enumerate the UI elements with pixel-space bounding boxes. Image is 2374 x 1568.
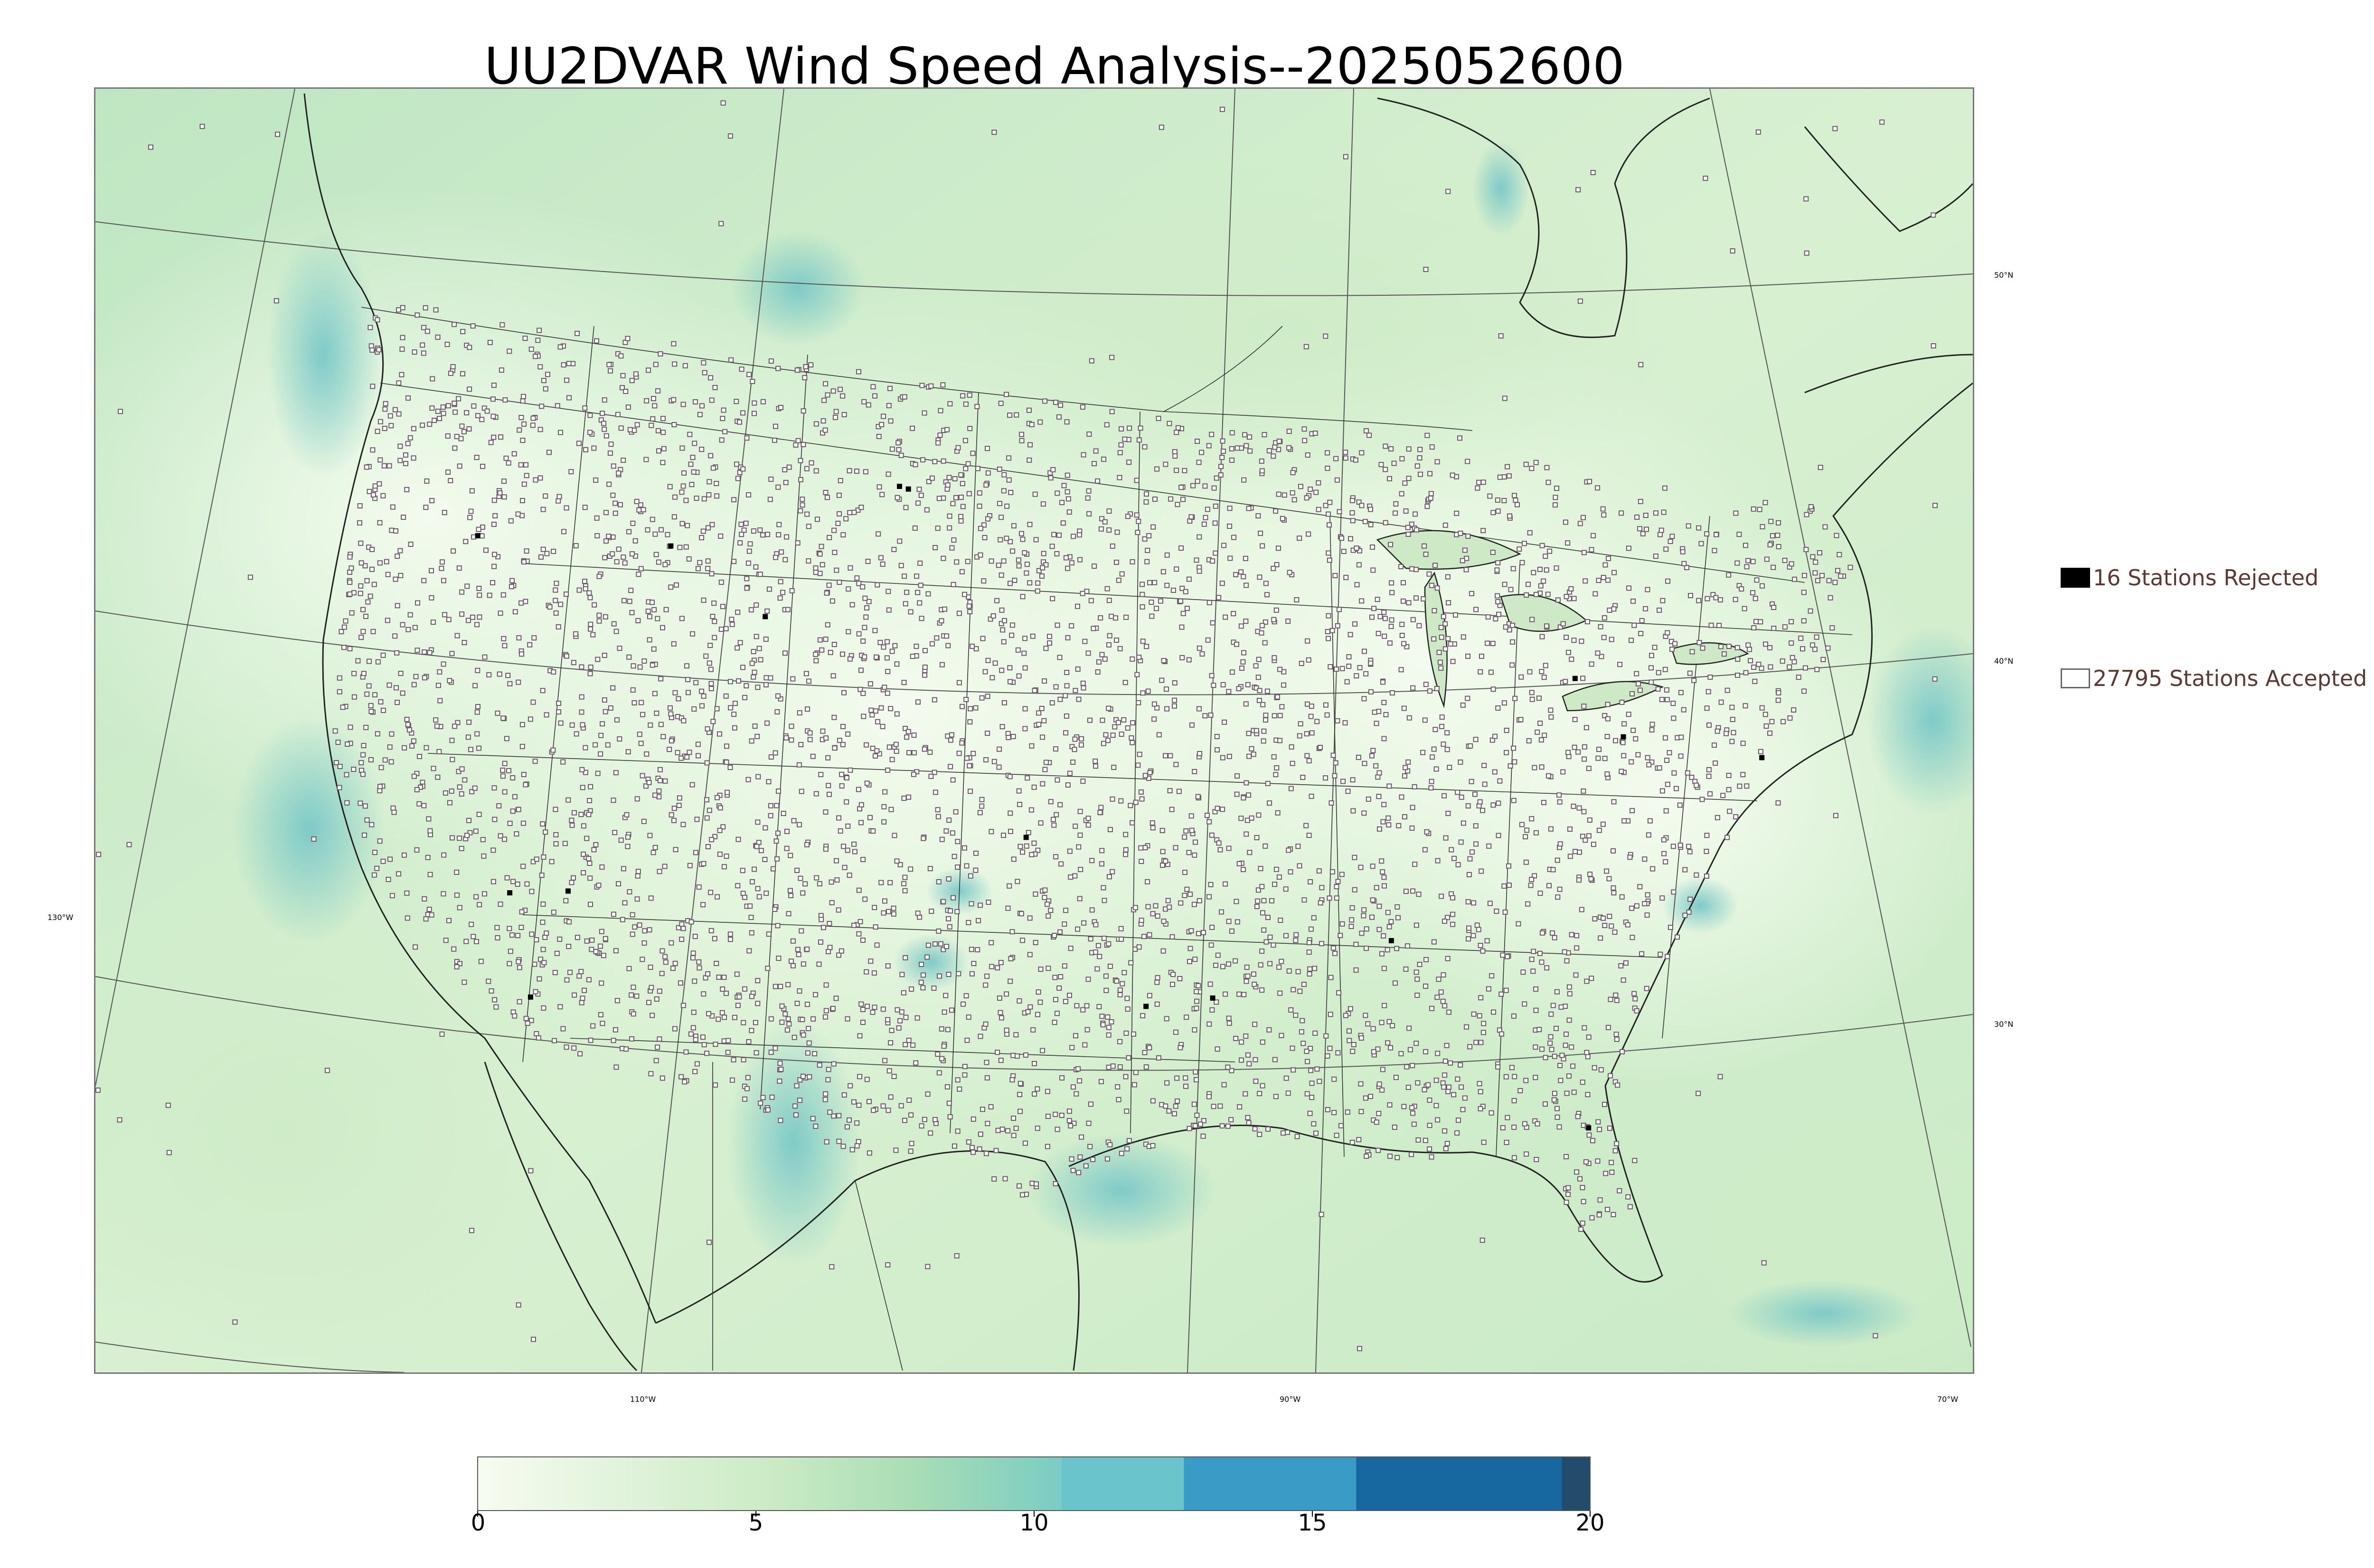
rejected-station-swatch	[2061, 568, 2090, 588]
colorbar-tick-15: 15	[1298, 1510, 1327, 1536]
map-svg	[95, 89, 1973, 1372]
lon-label-110w: 110°W	[630, 1395, 656, 1404]
legend-rejected: 16 Stations Rejected	[2061, 565, 2318, 591]
colorbar-segment-1	[1062, 1457, 1185, 1510]
figure-title: UU2DVAR Wind Speed Analysis--2025052600	[484, 37, 1625, 95]
rejected-station-label: 16 Stations Rejected	[2093, 565, 2319, 591]
accepted-station-label: 27795 Stations Accepted	[2093, 666, 2367, 691]
lat-label-40n: 40°N	[1994, 657, 2014, 666]
colorbar-segment-3	[1356, 1457, 1562, 1510]
colorbar-tickmark-5	[755, 1511, 756, 1517]
lon-label-90w: 90°W	[1280, 1395, 1301, 1404]
colorbar-tick-0: 0	[471, 1510, 486, 1536]
colorbar-tickmark-20	[1590, 1511, 1591, 1517]
lon-label-130w: 130°W	[47, 913, 74, 922]
wind-speed-colorbar	[477, 1456, 1591, 1511]
hudson-bay-coast	[1377, 97, 1973, 338]
colorbar-tickmark-10	[1034, 1511, 1035, 1517]
graticule-lines	[95, 89, 1973, 1372]
colorbar-tick-5: 5	[748, 1510, 763, 1536]
legend-accepted: 27795 Stations Accepted	[2061, 666, 2367, 691]
colorbar-tickmark-0	[477, 1511, 478, 1517]
political-borders	[361, 307, 1853, 1371]
colorbar-svg	[478, 1457, 1590, 1510]
accepted-station-markers	[95, 100, 1938, 1352]
lat-label-50n: 50°N	[1994, 271, 2014, 280]
colorbar-segment-4	[1562, 1457, 1590, 1510]
colorbar-segment-2	[1184, 1457, 1357, 1510]
coastlines	[303, 93, 1973, 1371]
accepted-station-swatch	[2061, 668, 2090, 688]
colorbar-segment-0	[478, 1457, 1062, 1510]
wind-speed-map[interactable]	[94, 87, 1974, 1374]
colorbar-tick-20: 20	[1575, 1510, 1605, 1536]
rejected-station-markers	[475, 484, 1765, 1131]
lat-label-30n: 30°N	[1994, 1020, 2014, 1029]
wind-field-texture	[95, 136, 1973, 1372]
lon-label-70w: 70°W	[1937, 1395, 1959, 1404]
colorbar-tickmark-15	[1312, 1511, 1313, 1517]
colorbar-tick-10: 10	[1019, 1510, 1049, 1536]
